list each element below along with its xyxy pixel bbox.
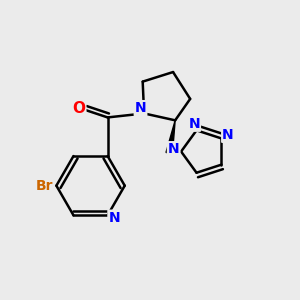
Text: N: N — [135, 101, 146, 115]
Text: N: N — [108, 211, 120, 225]
Text: N: N — [188, 117, 200, 131]
Text: Br: Br — [36, 179, 53, 193]
Text: O: O — [72, 101, 85, 116]
Text: N: N — [168, 142, 179, 156]
Text: N: N — [222, 128, 234, 142]
Polygon shape — [166, 120, 175, 154]
